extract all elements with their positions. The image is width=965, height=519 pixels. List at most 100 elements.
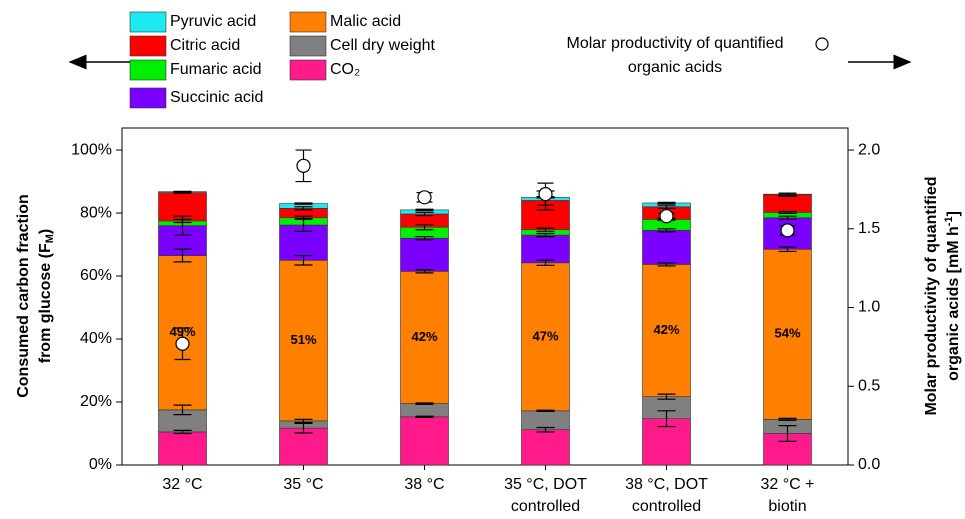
y-tick-label: 0% [89,456,112,473]
legend-swatch [289,59,327,81]
bar-segment [521,410,570,431]
error-bar [173,218,192,224]
y2-label-line: organic acids [mM h [945,226,962,381]
x-tick-label: 32 °C + [761,476,815,493]
error-bar [294,202,313,205]
legend-label: Succinic acid [170,89,263,106]
legend-label: Fumaric acid [170,61,262,78]
legend-swatch [129,59,167,81]
bar-segment [279,427,328,466]
y2-tick-label: 1.5 [858,220,880,237]
y2-tick-label: 2.0 [858,141,880,158]
error-bar [173,248,192,263]
bar-segment [521,429,570,466]
error-bar [294,418,313,424]
error-bar [536,232,555,238]
x-tick-label: 32 °C [162,476,202,493]
error-bar [778,210,797,214]
error-bar [778,417,797,421]
y-label-sub: M [44,234,56,243]
x-tick-label: 38 °C, DOT [625,476,708,493]
legend-swatch [289,35,327,57]
bar-segment [763,194,812,213]
y-label-line: from glucose (F [37,243,54,363]
y2-axis-label: Molar productivity of quantified [923,176,940,415]
y-tick-label: 100% [71,141,112,158]
y-axis-label: from glucose (FM) [37,229,56,364]
error-bar [294,254,313,266]
bar-segment [763,248,812,420]
y2-label-line: Molar productivity of quantified [923,176,940,415]
bar-segment [400,271,449,404]
legend-marker [815,37,829,51]
bar-segment [521,234,570,264]
error-bar [778,246,797,253]
legend-swatch [129,11,167,33]
error-bar [778,425,797,442]
error-bar [657,204,676,209]
x-tick-label: controlled [632,498,701,515]
legend-label: CO₂ [330,61,360,78]
marker [296,158,311,173]
y-axis-label: Consumed carbon fraction [15,194,32,398]
legend-label: Pyruvic acid [170,13,256,30]
value-label: 51% [290,332,316,347]
y2-label-sup: -1 [943,216,955,226]
error-bar [415,415,434,419]
x-tick-label: 38 °C [404,476,444,493]
error-bar [778,192,797,196]
error-bar [657,410,676,428]
error-bar [536,259,555,266]
plot-frame [121,127,849,466]
y-tick-label: 40% [80,330,112,347]
legend-label: Malic acid [330,13,401,30]
bar-segment [642,230,691,265]
y2-tick-label: 1.0 [858,299,880,316]
error-bar [778,215,797,220]
y2-label-after: ] [945,211,962,216]
legend-swatch [129,87,167,109]
value-label: 54% [774,326,800,341]
value-label: 42% [411,329,437,344]
marker [780,223,795,238]
legend-label: Citric acid [170,37,240,54]
bar-segment [521,262,570,412]
error-bar [294,206,313,211]
error-bar [415,211,434,217]
error-bar [657,262,676,267]
y-tick-label: 60% [80,267,112,284]
bar-segment [279,259,328,422]
error-bar [415,269,434,274]
error-bar [173,190,192,193]
bar-segment [158,431,207,466]
x-tick-label: controlled [511,498,580,515]
y-label-line: Consumed carbon fraction [15,194,32,398]
error-bar [536,227,555,232]
bar-segment [400,416,449,466]
error-bar [294,215,313,220]
error-bar [415,402,434,405]
y2-axis-label: organic acids [mM h-1] [943,211,962,381]
error-bar [415,208,434,212]
marker [659,209,674,224]
legend-label: Molar productivity of quantified organic… [566,35,784,76]
y2-tick-label: 0.5 [858,377,880,394]
error-bar [173,429,192,435]
error-bar [173,404,192,416]
legend-swatch [289,11,327,33]
x-tick-label: biotin [768,498,806,515]
y-label-after: ) [37,229,54,234]
bar-segment [642,418,691,466]
value-label: 42% [653,322,679,337]
error-bar [294,422,313,434]
marker [175,336,190,351]
error-bar [657,228,676,233]
y-tick-label: 20% [80,393,112,410]
error-bar [415,236,434,241]
x-tick-label: 35 °C [283,476,323,493]
error-bar [536,426,555,433]
error-bar [415,224,434,231]
x-tick-label: 35 °C, DOT [504,476,587,493]
